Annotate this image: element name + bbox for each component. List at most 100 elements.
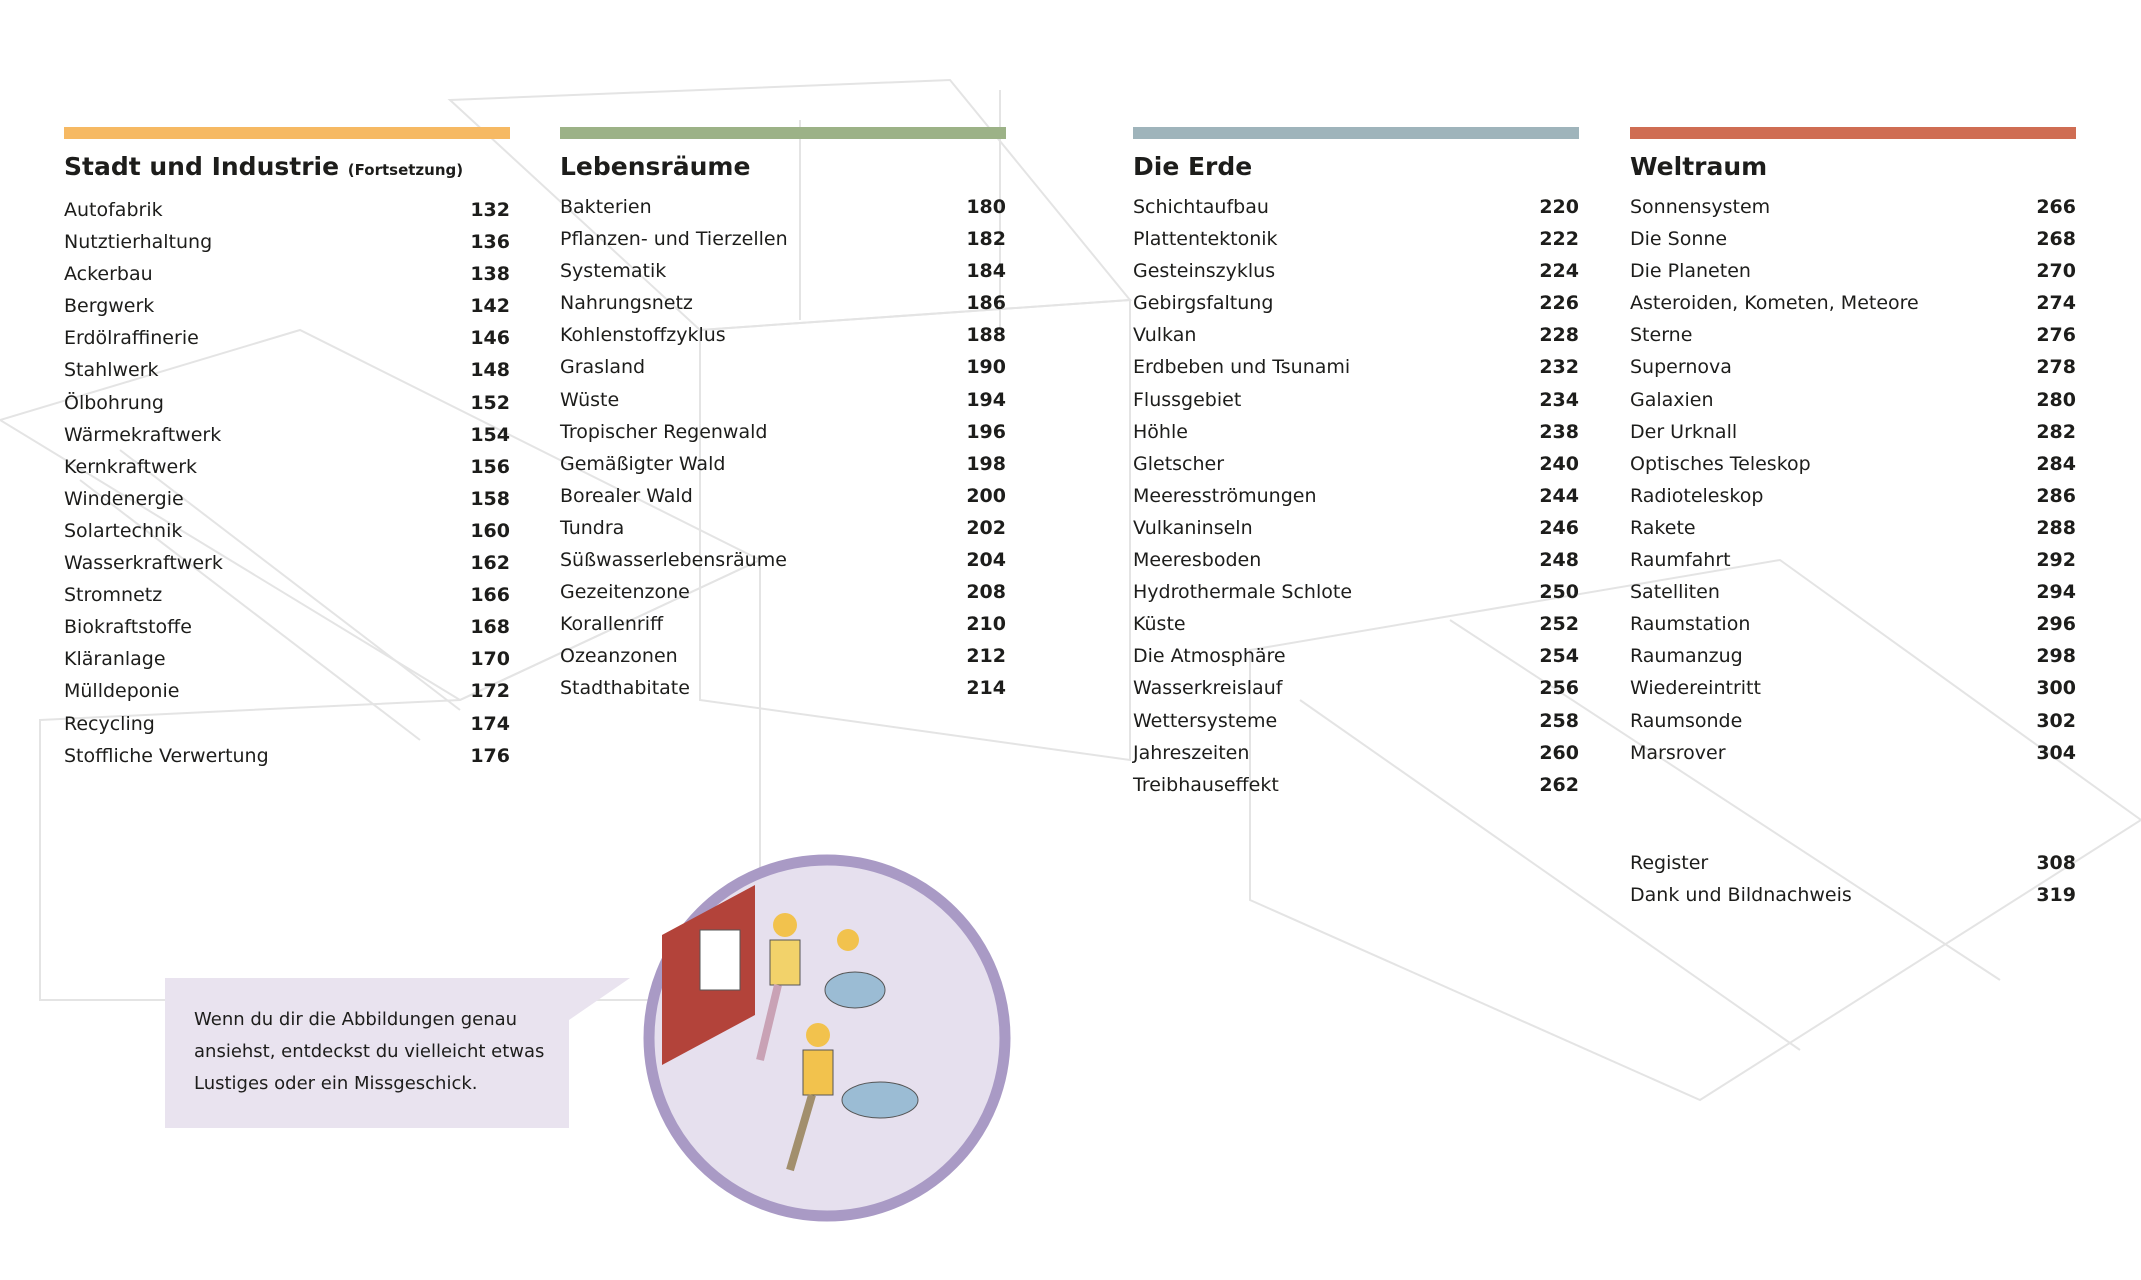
entry-page: 148 — [470, 359, 510, 382]
entry-page: 304 — [2036, 741, 2076, 764]
callout-text: Lustiges oder ein Missgeschick. — [194, 1073, 478, 1094]
entry-name: Höhle — [1133, 420, 1188, 443]
toc-entry: Kohlenstoffzyklus 188 — [560, 319, 1006, 351]
entry-name: Grasland — [560, 356, 646, 379]
entry-name: Stadthabitate — [560, 677, 690, 700]
entry-name: Stahlwerk — [64, 359, 159, 382]
entry-name: Stoffliche Verwertung — [64, 744, 269, 767]
toc-entry: Wasserkraftwerk 162 — [64, 547, 510, 579]
toc-entry: Plattentektonik 222 — [1133, 223, 1579, 255]
entry-name: Der Urknall — [1630, 420, 1738, 443]
toc-entry: Supernova 278 — [1630, 351, 2076, 383]
section-title: Weltraum — [1630, 151, 2076, 183]
entry-page: 228 — [1539, 324, 1579, 347]
entry-page: 238 — [1539, 420, 1579, 443]
section: Stadt und Industrie (Fortsetzung) Autofab… — [64, 127, 510, 772]
entry-name: Biokraftstoffe — [64, 616, 192, 639]
toc-entry: Rakete 288 — [1630, 512, 2076, 544]
callout-text: Wenn du dir die Abbildungen genau — [194, 1009, 518, 1030]
entry-name: Kläranlage — [64, 648, 166, 671]
section-title-text: Die Erde — [1133, 152, 1253, 181]
toc-entry: Wüste 194 — [560, 384, 1006, 416]
section-title: Lebensräume — [560, 151, 1006, 183]
entry-page: 292 — [2036, 549, 2076, 572]
section: Weltraum Sonnensystem 266 Die Sonne 268 Die P… — [1630, 127, 2076, 911]
entry-name: Bergwerk — [64, 295, 155, 318]
entry-page: 214 — [966, 677, 1006, 700]
entry-name: Sonnensystem — [1630, 196, 1771, 218]
entry-name: Raumstation — [1630, 613, 1751, 636]
entry-name: Korallenriff — [560, 613, 664, 636]
toc-entry: Windenergie 158 — [64, 483, 510, 515]
toc-entry: Raumanzug 298 — [1630, 640, 2076, 672]
section: Die Erde Schichtaufbau 220 Plattentektonik 2… — [1133, 127, 1579, 801]
section-title-text: Weltraum — [1630, 152, 1768, 181]
entry-name: Süßwasserlebensräume — [560, 549, 787, 572]
toc-entry: Optisches Teleskop 284 — [1630, 448, 2076, 480]
entry-name: Treibhauseffekt — [1133, 773, 1279, 796]
toc-entry: Die Sonne 268 — [1630, 223, 2076, 255]
toc-entry: Stahlwerk 148 — [64, 354, 510, 386]
toc-entry: Bergwerk 142 — [64, 290, 510, 322]
entry-page: 260 — [1539, 741, 1579, 764]
entry-page: 172 — [470, 680, 510, 703]
entry-page: 154 — [470, 423, 510, 446]
entry-page: 296 — [2036, 613, 2076, 636]
toc-entry: Galaxien 280 — [1630, 384, 2076, 416]
toc-entry: Die Planeten 270 — [1630, 255, 2076, 287]
entry-name: Optisches Teleskop — [1630, 452, 1811, 475]
toc-entry: Radioteleskop 286 — [1630, 480, 2076, 512]
entry-page: 252 — [1539, 613, 1579, 636]
entry-name: Marsrover — [1630, 741, 1726, 764]
entry-page: 160 — [470, 519, 510, 542]
entry-name: Autofabrik — [64, 199, 163, 221]
toc-entry: Kernkraftwerk 156 — [64, 451, 510, 483]
entry-name: Wettersysteme — [1133, 709, 1278, 732]
entry-page: 170 — [470, 648, 510, 671]
entry-name: Die Sonne — [1630, 228, 1728, 251]
entry-name: Küste — [1133, 613, 1186, 636]
toc-entry: Sterne 276 — [1630, 319, 2076, 351]
entry-page: 278 — [2036, 356, 2076, 379]
entry-page: 274 — [2036, 292, 2076, 315]
entry-page: 166 — [470, 584, 510, 607]
entry-page: 194 — [966, 388, 1006, 411]
entry-page: 300 — [2036, 677, 2076, 700]
toc-entry: Tundra 202 — [560, 512, 1006, 544]
entry-name: Satelliten — [1630, 581, 1720, 604]
toc-entry: Marsrover 304 — [1630, 737, 2076, 769]
toc-entry: Raumstation 296 — [1630, 608, 2076, 640]
entry-name: Wasserkreislauf — [1133, 677, 1283, 700]
entry-name: Borealer Wald — [560, 484, 693, 507]
entry-page: 176 — [470, 744, 510, 767]
entry-page: 180 — [966, 196, 1006, 218]
entry-page: 308 — [2036, 851, 2076, 874]
entry-page: 142 — [470, 295, 510, 318]
toc-entry: Stadthabitate 214 — [560, 672, 1006, 704]
entry-page: 162 — [470, 552, 510, 575]
entry-page: 288 — [2036, 516, 2076, 539]
toc-entry: Gemäßigter Wald 198 — [560, 448, 1006, 480]
entry-name: Raumanzug — [1630, 645, 1743, 668]
entry-page: 270 — [2036, 260, 2076, 283]
entry-name: Flussgebiet — [1133, 388, 1242, 411]
entry-page: 212 — [966, 645, 1006, 668]
toc-entry: Meeresboden 248 — [1133, 544, 1579, 576]
toc-entry: Stromnetz 166 — [64, 579, 510, 611]
entry-page: 204 — [966, 549, 1006, 572]
entry-name: Gesteinszyklus — [1133, 260, 1276, 283]
entry-page: 146 — [470, 327, 510, 350]
entry-page: 276 — [2036, 324, 2076, 347]
entry-page: 222 — [1539, 228, 1579, 251]
entry-name: Gebirgsfaltung — [1133, 292, 1274, 315]
entry-page: 184 — [966, 260, 1006, 283]
entry-page: 286 — [2036, 484, 2076, 507]
entry-name: Mülldeponie — [64, 680, 180, 703]
entry-name: Hydrothermale Schlote — [1133, 581, 1353, 604]
toc-entry: Meeresströmungen 244 — [1133, 480, 1579, 512]
toc-entry: Süßwasserlebensräume 204 — [560, 544, 1006, 576]
toc-entry: Nutztierhaltung 136 — [64, 226, 510, 258]
toc-entry: Ölbohrung 152 — [64, 387, 510, 419]
section-color-bar — [64, 127, 510, 139]
